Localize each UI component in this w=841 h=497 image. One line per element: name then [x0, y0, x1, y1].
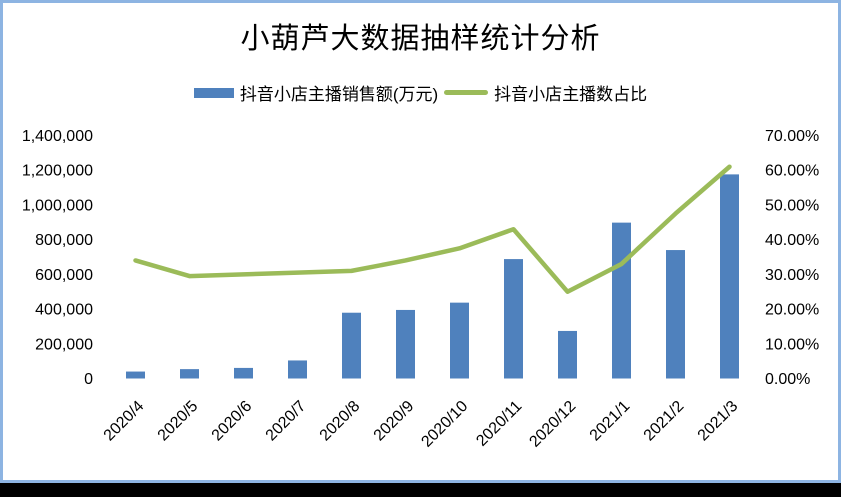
bar-series-swatch [193, 87, 234, 98]
right-axis-tick-label: 0.00% [765, 371, 810, 388]
bar-2020/7 [288, 360, 307, 379]
x-axis-label: 2020/9 [371, 398, 418, 445]
bar-2020/10 [450, 302, 469, 379]
x-axis-label: 2020/7 [263, 398, 310, 445]
x-axis-label: 2020/8 [317, 398, 364, 445]
x-axis-label: 2020/6 [209, 398, 256, 445]
x-axis-label: 2020/5 [155, 398, 202, 445]
line-series-swatch [444, 90, 489, 95]
right-axis-tick-label: 30.00% [765, 267, 819, 284]
bar-2020/12 [558, 330, 577, 379]
bar-2020/11 [504, 259, 523, 379]
left-axis-tick-label: 600,000 [35, 267, 93, 284]
x-axis-label: 2021/1 [587, 398, 634, 445]
x-axis-label: 2020/11 [473, 398, 525, 450]
legend-item-ratio: 抖音小店主播数占比 [444, 80, 647, 105]
chart-legend: 抖音小店主播销售额(万元) 抖音小店主播数占比 [3, 80, 838, 105]
right-axis-tick-label: 10.00% [765, 336, 819, 353]
bar-2020/8 [342, 312, 361, 379]
chart-panel: 小葫芦大数据抽样统计分析 抖音小店主播销售额(万元) 抖音小店主播数占比 0 20… [0, 0, 841, 483]
right-axis-tick-label: 70.00% [765, 128, 819, 145]
right-axis-tick-label: 20.00% [765, 302, 819, 319]
x-axis-label: 2021/3 [695, 398, 742, 445]
bar-2020/4 [126, 371, 145, 379]
bar-2020/5 [180, 369, 199, 379]
x-axis-label: 2021/2 [641, 398, 688, 445]
left-axis-tick-label: 1,400,000 [22, 128, 93, 145]
legend-label-sales: 抖音小店主播销售额(万元) [239, 85, 439, 104]
x-axis-label: 2020/12 [526, 398, 579, 451]
right-axis-tick-label: 50.00% [765, 197, 819, 214]
legend-label-ratio: 抖音小店主播数占比 [494, 85, 648, 104]
right-axis-tick-label: 40.00% [765, 232, 819, 249]
chart-plot-area: 0 200,000 400,000 600,000 800,000 1,000,000 1,… [22, 128, 819, 451]
trend-line [133, 164, 732, 294]
left-axis-tick-label: 1,200,000 [22, 163, 93, 180]
left-axis-tick-label: 1,000,000 [22, 197, 93, 214]
left-axis-tick-label: 200,000 [35, 336, 93, 353]
bar-2021/2 [666, 250, 685, 379]
x-axis-label: 2020/10 [418, 398, 471, 451]
legend-item-sales: 抖音小店主播销售额(万元) [193, 80, 439, 105]
left-axis-tick-label: 800,000 [35, 232, 93, 249]
left-axis-tick-label: 0 [84, 371, 93, 388]
bar-2020/6 [234, 367, 253, 379]
left-axis-tick-label: 400,000 [35, 302, 93, 319]
chart-title: 小葫芦大数据抽样统计分析 [240, 23, 601, 55]
bar-2020/9 [396, 309, 415, 379]
x-axis-label: 2020/4 [101, 398, 148, 445]
bar-2021/1 [612, 222, 631, 379]
bar-2021/3 [720, 174, 739, 379]
right-axis-tick-label: 60.00% [765, 163, 819, 180]
